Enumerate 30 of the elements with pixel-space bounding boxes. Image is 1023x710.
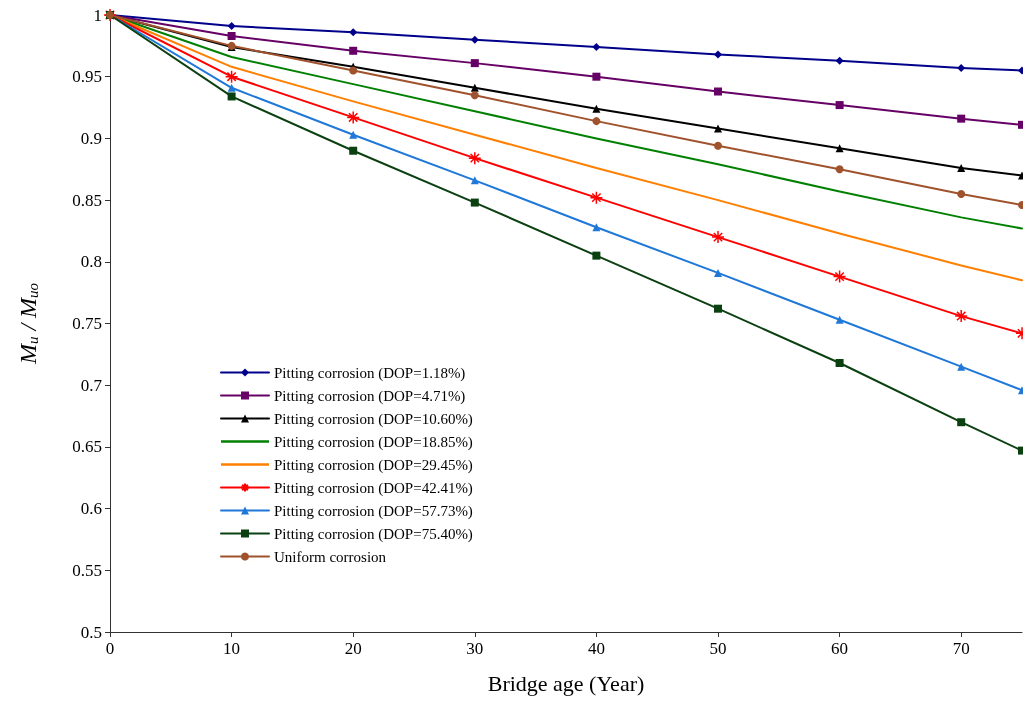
x-tick-label: 70 <box>952 639 970 658</box>
x-tick-label: 10 <box>223 639 241 658</box>
x-tick-label: 20 <box>344 639 362 658</box>
legend-label: Pitting corrosion (DOP=42.41%) <box>274 479 473 497</box>
y-tick-label: 0.8 <box>80 252 102 272</box>
y-tick-label: 0.5 <box>80 622 102 642</box>
legend-label: Pitting corrosion (DOP=1.18%) <box>274 364 466 382</box>
y-tick-label: 0.7 <box>80 375 103 395</box>
legend-label: Pitting corrosion (DOP=18.85%) <box>274 433 473 451</box>
y-tick-label: 0.6 <box>80 499 102 519</box>
x-tick-label: 30 <box>466 639 484 658</box>
y-tick-label: 0.95 <box>72 67 102 87</box>
x-tick-label: 40 <box>587 639 605 658</box>
y-tick-label: 0.75 <box>72 314 102 333</box>
x-tick-label: 50 <box>709 639 727 658</box>
y-tick-label: 1 <box>93 5 102 25</box>
legend-label: Pitting corrosion (DOP=4.71%) <box>274 387 466 405</box>
legend-label: Uniform corrosion <box>274 548 387 565</box>
legend-label: Pitting corrosion (DOP=10.60%) <box>274 410 473 428</box>
y-tick-label: 0.55 <box>72 560 102 580</box>
y-tick-label: 0.9 <box>80 128 102 148</box>
x-tick-label: 60 <box>831 639 849 658</box>
y-tick-label: 0.65 <box>72 437 102 457</box>
legend-label: Pitting corrosion (DOP=57.73%) <box>274 502 473 520</box>
legend-label: Pitting corrosion (DOP=29.45%) <box>274 456 473 474</box>
y-axis-title: Mu / Muo <box>14 282 41 366</box>
x-tick-label: 0 <box>105 639 115 658</box>
x-axis-title: Bridge age (Year) <box>487 670 645 696</box>
legend-label: Pitting corrosion (DOP=75.40%) <box>274 525 473 543</box>
y-tick-label: 0.85 <box>72 190 102 210</box>
